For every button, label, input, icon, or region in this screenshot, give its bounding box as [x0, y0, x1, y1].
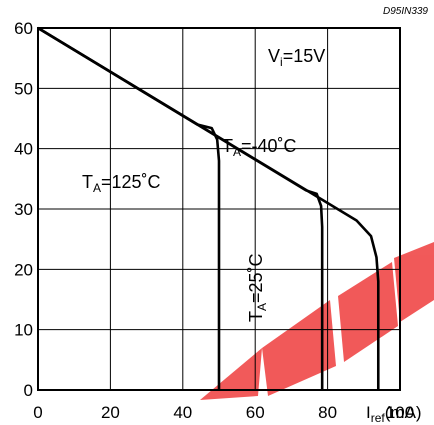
- y-tick-label: 30: [14, 200, 33, 219]
- y-tick-label: 0: [24, 381, 33, 400]
- y-tick-label: 50: [14, 79, 33, 98]
- x-tick-label: 60: [246, 403, 265, 422]
- x-tick-label: 100: [386, 403, 414, 422]
- figure-code: D95IN339: [383, 6, 428, 17]
- series-line-2: [37, 26, 380, 390]
- annotation-ta-125: TA=125˚C: [82, 172, 161, 195]
- series-group: [37, 26, 380, 390]
- x-axis-label-main: I: [366, 403, 371, 422]
- y-tick-label: 10: [14, 321, 33, 340]
- y-tick-label: 20: [14, 260, 33, 279]
- y-tick-label: 40: [14, 140, 33, 159]
- x-tick-label: 0: [33, 403, 42, 422]
- annotation-ta-25: TA=25˚C: [246, 253, 269, 322]
- x-axis-label-unit: (mA): [385, 403, 422, 422]
- annotation-ta-minus40: TA=-40˚C: [222, 136, 297, 159]
- y-tick-labels: 0 10 20 30 40 50 60: [14, 19, 33, 400]
- x-tick-label: 20: [101, 403, 120, 422]
- x-axis-label: Iref(mA): [366, 403, 422, 425]
- y-tick-label: 60: [14, 19, 33, 38]
- x-tick-label: 80: [318, 403, 337, 422]
- x-tick-labels: 0 20 40 60 80 100: [33, 403, 414, 422]
- x-tick-label: 40: [173, 403, 192, 422]
- x-axis-label-sub: ref: [371, 411, 386, 425]
- watermark-logo: [200, 242, 434, 400]
- annotation-vi: Vi=15V: [268, 46, 325, 69]
